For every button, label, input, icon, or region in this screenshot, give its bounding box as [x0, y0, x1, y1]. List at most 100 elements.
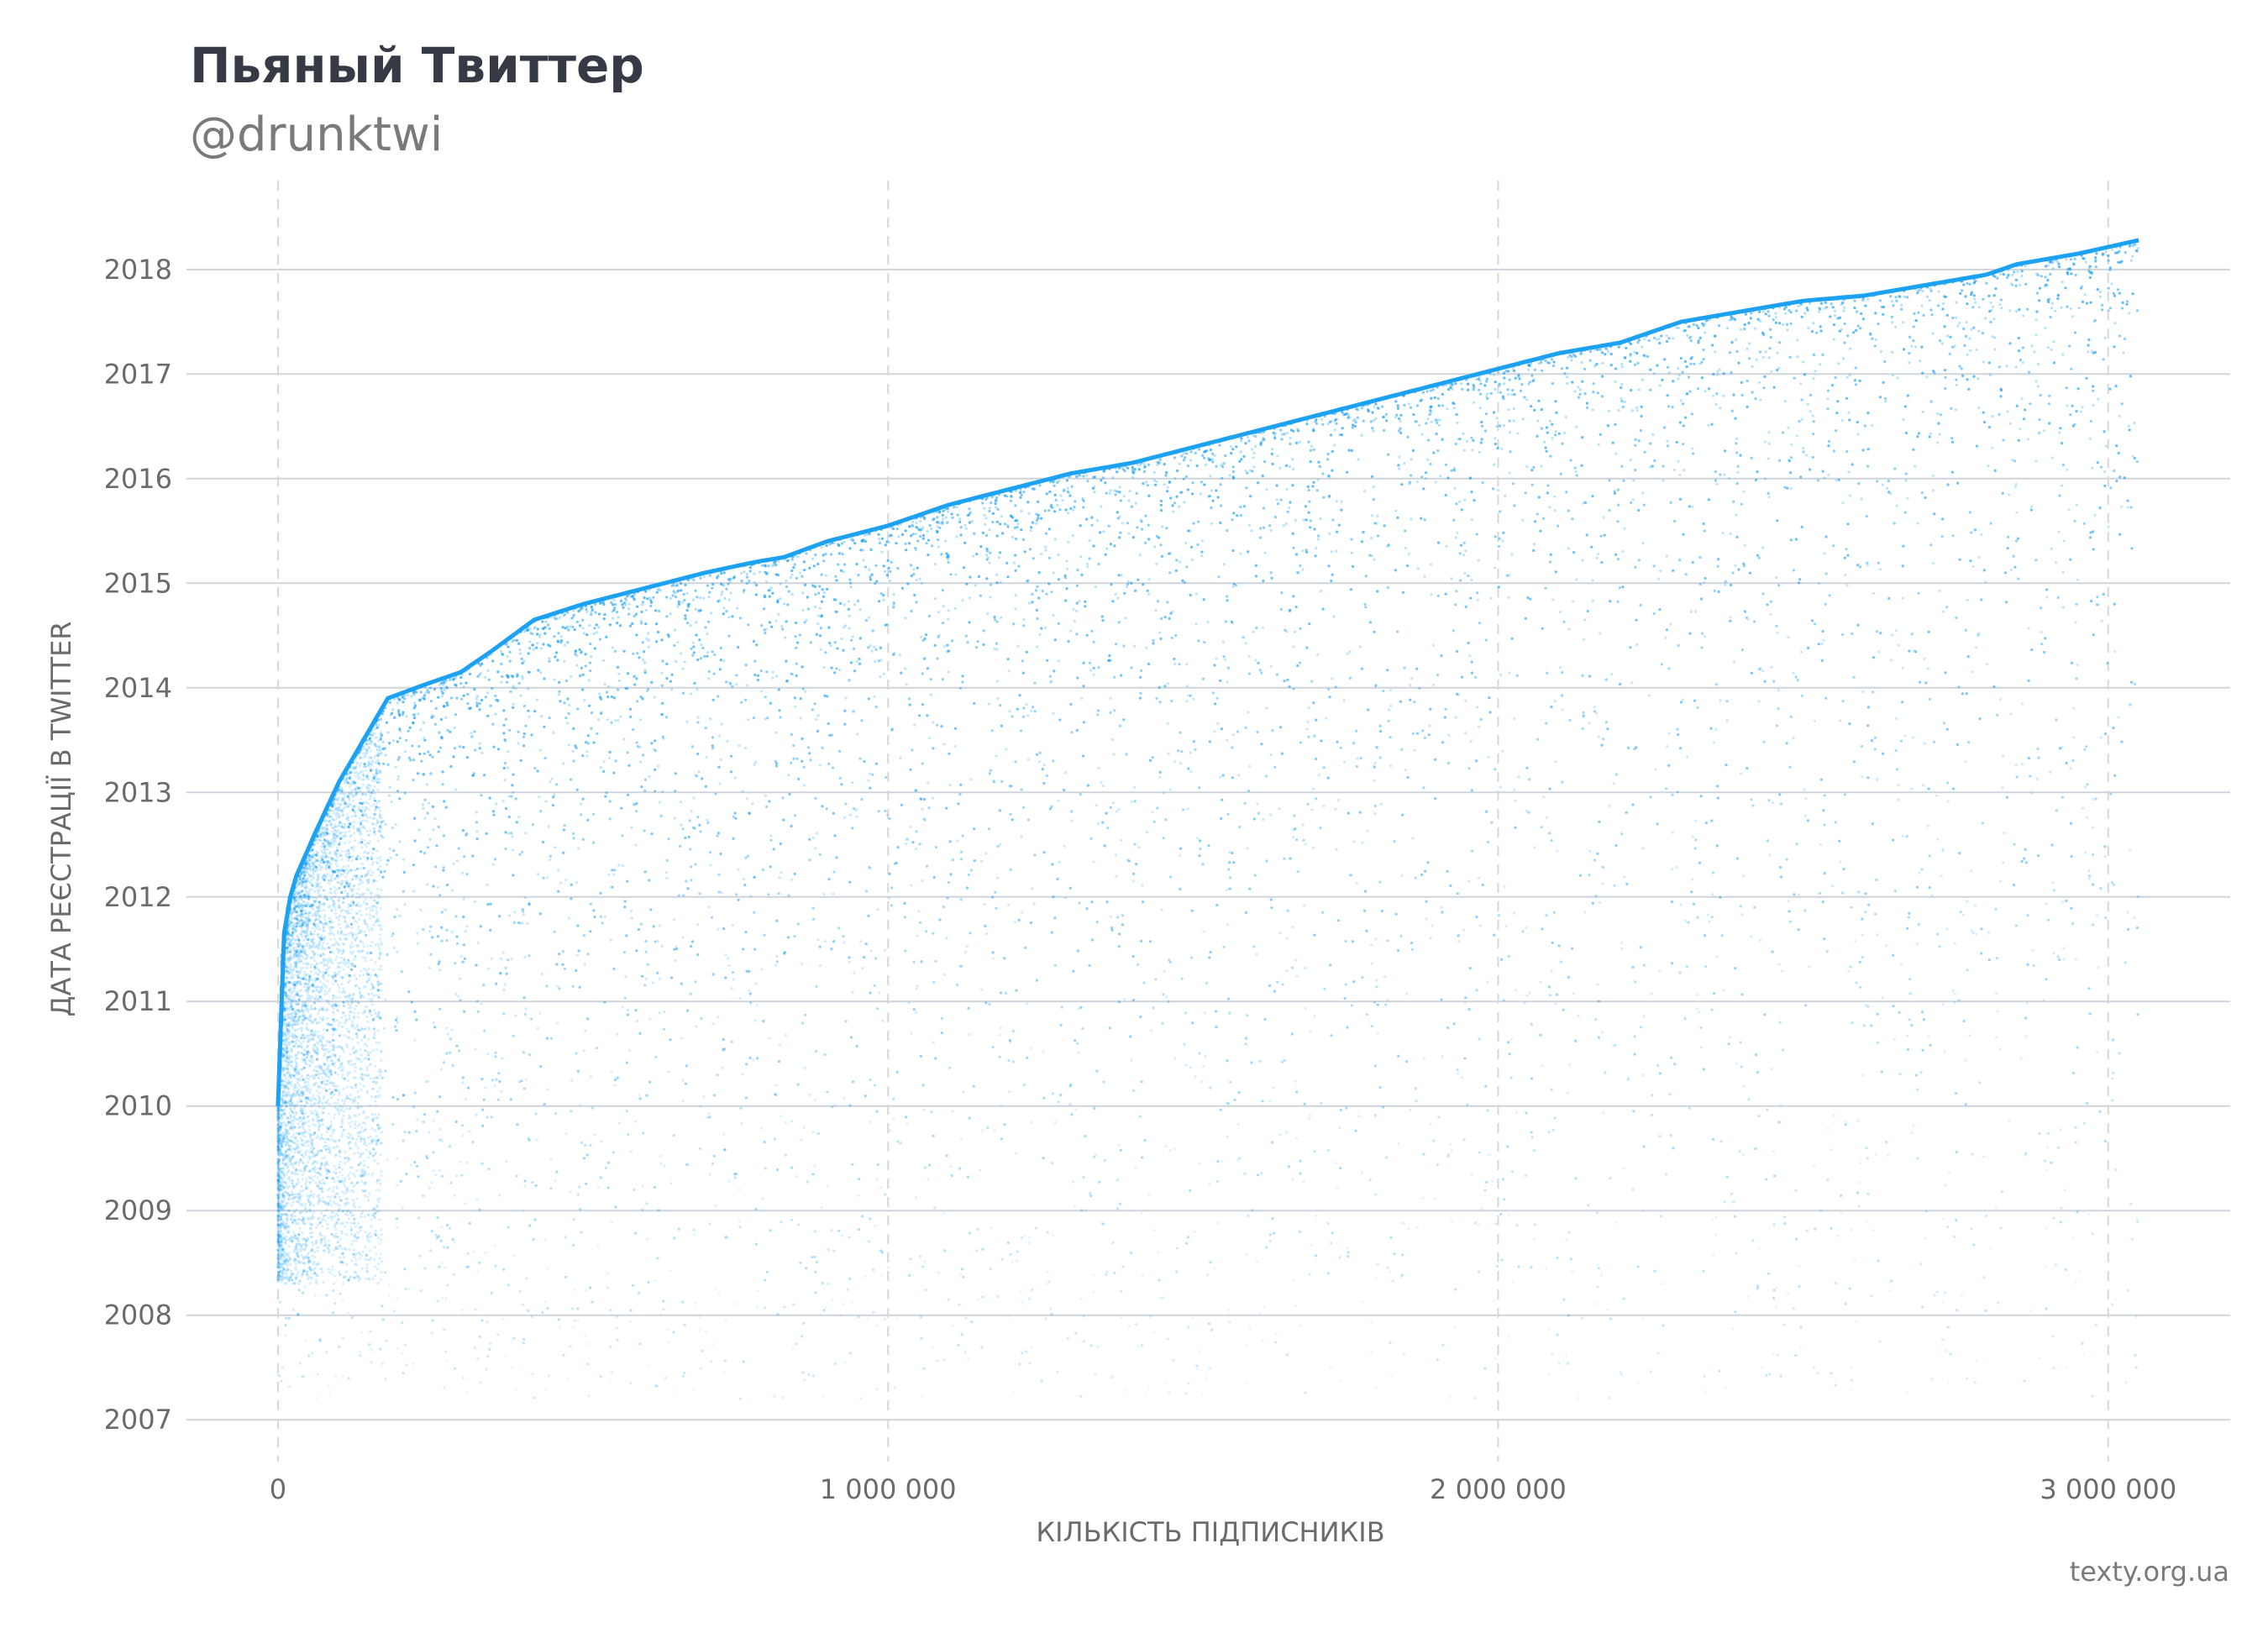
data-point	[1686, 392, 1689, 396]
data-point	[1155, 562, 1158, 565]
data-point	[284, 1021, 287, 1026]
data-point	[1767, 457, 1770, 460]
data-point	[1057, 659, 1060, 663]
data-point	[1994, 1036, 1998, 1039]
data-point	[936, 525, 939, 528]
data-point	[1970, 328, 1973, 331]
data-point	[2006, 410, 2009, 413]
data-point	[1686, 325, 1690, 328]
data-point	[2107, 309, 2110, 312]
data-point	[1310, 444, 1313, 448]
data-point	[1094, 585, 1098, 589]
data-point	[691, 641, 695, 644]
data-point	[1150, 1029, 1153, 1032]
data-point	[1221, 462, 1225, 465]
data-point	[1278, 932, 1282, 935]
data-point	[299, 882, 302, 885]
data-point	[567, 916, 570, 920]
data-point	[1746, 617, 1750, 621]
data-point	[1372, 486, 1375, 489]
data-point	[1805, 454, 1809, 457]
data-point	[2061, 606, 2065, 609]
data-point	[1872, 591, 1875, 596]
data-point	[1843, 573, 1847, 577]
data-point	[1188, 529, 1192, 533]
data-point	[840, 637, 843, 641]
data-point	[937, 545, 941, 549]
data-point	[1845, 375, 1849, 379]
data-point	[347, 816, 350, 819]
data-point	[538, 1011, 542, 1015]
data-point	[1265, 488, 1268, 491]
data-point	[423, 1267, 427, 1270]
data-point	[412, 1362, 415, 1366]
data-point	[317, 910, 320, 913]
data-point	[1415, 480, 1419, 484]
data-point	[526, 921, 529, 925]
data-point	[321, 1225, 324, 1228]
data-point	[1138, 554, 1142, 557]
data-point	[613, 1084, 617, 1087]
data-point	[2084, 260, 2087, 264]
data-point	[1301, 549, 1305, 553]
data-point	[527, 687, 530, 690]
data-point	[1521, 518, 1525, 522]
data-point	[517, 742, 520, 745]
data-point	[1269, 528, 1273, 533]
data-point	[1397, 1142, 1400, 1145]
data-point	[717, 734, 722, 738]
data-point	[1275, 498, 1278, 501]
data-point	[983, 507, 986, 510]
data-point	[284, 1131, 287, 1135]
data-point	[826, 1184, 830, 1188]
data-point	[1163, 969, 1166, 973]
data-point	[1449, 382, 1452, 386]
data-point	[849, 585, 853, 589]
data-point	[1507, 596, 1510, 599]
data-point	[2044, 1264, 2047, 1268]
data-point	[694, 774, 697, 777]
data-point	[552, 731, 555, 734]
data-point	[1671, 831, 1674, 834]
data-point	[873, 645, 876, 648]
data-point	[1698, 1011, 1701, 1014]
data-point	[1316, 478, 1320, 481]
data-point	[357, 828, 360, 832]
data-point	[995, 876, 999, 879]
data-point	[1809, 302, 1812, 305]
data-point	[669, 596, 673, 601]
data-point	[486, 691, 490, 695]
data-point	[486, 883, 489, 886]
data-point	[276, 1140, 280, 1143]
data-point	[922, 1108, 926, 1111]
data-point	[876, 908, 879, 911]
data-point	[1173, 1147, 1176, 1151]
data-point	[1672, 468, 1677, 471]
data-point	[738, 1220, 742, 1223]
data-point	[1742, 874, 1746, 878]
data-point	[450, 889, 454, 892]
data-point	[506, 642, 509, 645]
data-point	[1515, 1110, 1519, 1115]
data-point	[1072, 607, 1075, 612]
data-point	[1840, 328, 1843, 331]
data-point	[1056, 503, 1059, 507]
data-point	[917, 910, 921, 913]
data-point	[1112, 753, 1116, 756]
data-point	[947, 617, 950, 621]
data-point	[1208, 1182, 1211, 1185]
data-point	[1889, 1289, 1893, 1293]
data-point	[677, 1389, 680, 1393]
data-point	[1338, 1126, 1341, 1130]
data-point	[583, 963, 586, 966]
data-point	[2050, 456, 2054, 459]
data-point	[1512, 911, 1515, 915]
data-point	[1911, 736, 1914, 739]
data-point	[308, 947, 312, 950]
data-point	[1410, 457, 1413, 461]
data-point	[1866, 297, 1870, 301]
data-point	[2095, 914, 2098, 917]
data-point	[453, 1240, 456, 1243]
data-point	[738, 997, 742, 1000]
data-point	[577, 847, 580, 850]
